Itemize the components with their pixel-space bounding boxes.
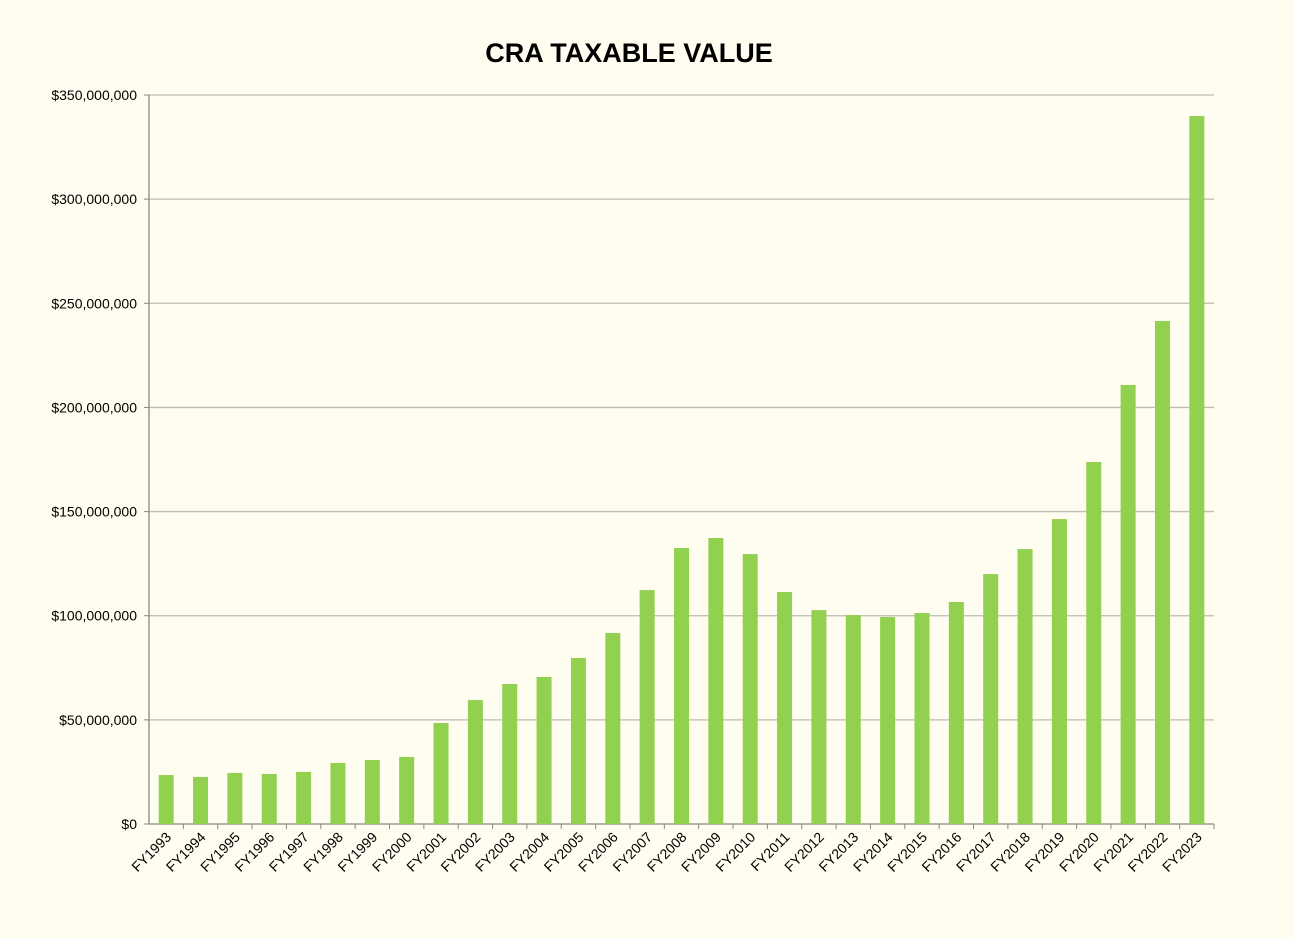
bar xyxy=(536,676,552,824)
bar xyxy=(570,657,586,824)
bar xyxy=(983,574,999,824)
bar xyxy=(674,548,689,824)
bar xyxy=(1154,320,1170,824)
bar xyxy=(880,616,896,824)
bar xyxy=(399,756,415,824)
bar xyxy=(330,762,346,824)
bar xyxy=(811,610,827,824)
bar xyxy=(605,633,621,824)
bar xyxy=(433,722,449,824)
bar xyxy=(467,700,483,824)
bar xyxy=(364,760,380,824)
bar xyxy=(948,601,964,824)
y-tick-label: $150,000,000 xyxy=(51,504,137,520)
bar xyxy=(502,684,518,824)
bar xyxy=(708,538,724,824)
bar xyxy=(742,554,758,824)
y-tick-label: $200,000,000 xyxy=(51,399,137,415)
bar xyxy=(261,774,277,824)
bar xyxy=(158,775,174,824)
bar xyxy=(1017,549,1033,824)
bar xyxy=(845,615,861,824)
bar xyxy=(1086,461,1102,824)
bar xyxy=(777,591,793,824)
y-tick-label: $0 xyxy=(121,816,137,832)
chart-title: CRA TAXABLE VALUE xyxy=(485,38,773,68)
y-tick-label: $350,000,000 xyxy=(51,87,137,103)
bar xyxy=(1051,519,1067,824)
bar xyxy=(193,776,209,824)
bar xyxy=(1120,384,1136,824)
bar xyxy=(639,590,655,824)
y-tick-label: $100,000,000 xyxy=(51,608,137,624)
y-tick-label: $50,000,000 xyxy=(59,712,137,728)
bar xyxy=(296,771,312,824)
bar xyxy=(914,613,930,824)
bar xyxy=(227,772,243,824)
bar xyxy=(1189,116,1205,824)
y-tick-label: $250,000,000 xyxy=(51,295,137,311)
y-tick-label: $300,000,000 xyxy=(51,191,137,207)
